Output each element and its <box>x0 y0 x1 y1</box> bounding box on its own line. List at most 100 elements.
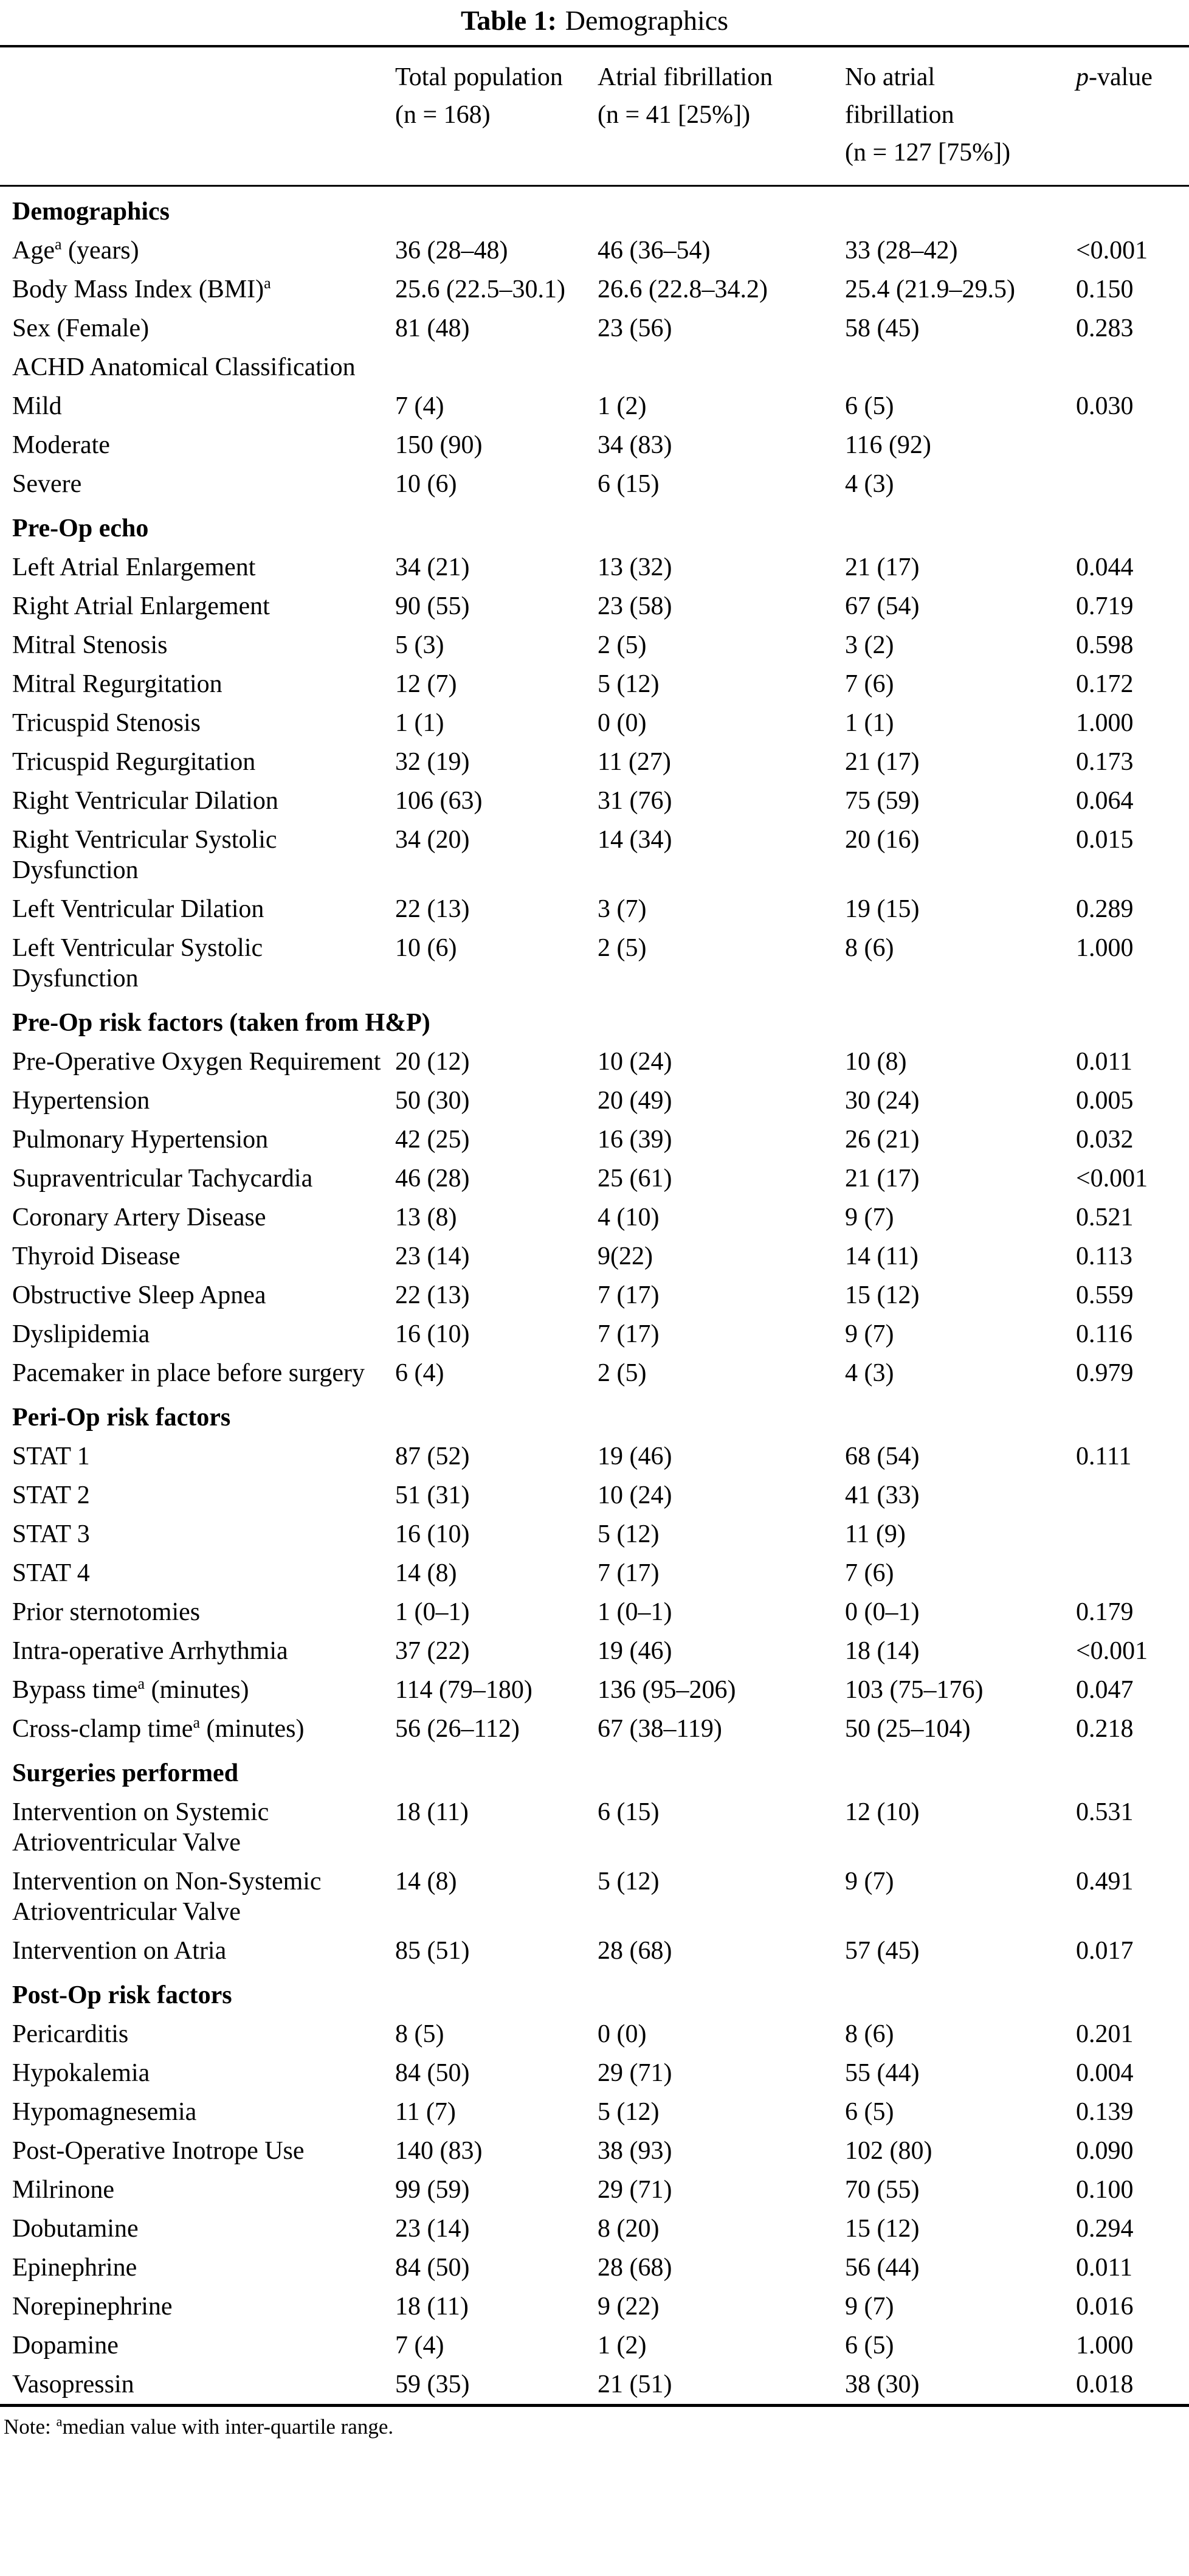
row-label: Mitral Regurgitation <box>0 665 395 704</box>
cell-value: 7 (4) <box>395 2332 444 2360</box>
table-row: Hypertension 50 (30) 20 (49) 30 (24) 0.005 <box>0 1081 1189 1120</box>
cell-value: 0.179 <box>1076 1598 1134 1626</box>
p-value-italic: p <box>1076 63 1089 91</box>
row-label: Epinephrine <box>0 2248 395 2287</box>
row-label-text: Vasopressin <box>12 2370 134 2398</box>
row-label-text: Mitral Stenosis <box>12 631 168 659</box>
cell-value: 0.047 <box>1076 1676 1134 1704</box>
cell-value: 1 (1) <box>395 709 444 737</box>
table-row: Bypass timea (minutes) 114 (79–180) 136 (9… <box>0 1671 1189 1709</box>
row-label-text: STAT 3 <box>12 1520 90 1548</box>
row-label-text: Prior sternotomies <box>12 1598 201 1626</box>
cell-value: 23 (14) <box>395 2215 470 2243</box>
row-label-text: Age <box>12 237 55 265</box>
cell-value: 0 (0) <box>598 2020 647 2048</box>
cell-value: 0.100 <box>1076 2176 1134 2204</box>
cell-value: 32 (19) <box>395 748 470 776</box>
cell-value: 140 (83) <box>395 2137 483 2165</box>
cell-value: 0.032 <box>1076 1126 1134 1154</box>
row-label-text: Right Ventricular Dilation <box>12 787 278 815</box>
row-label: Mitral Stenosis <box>0 626 395 665</box>
cell-value: 70 (55) <box>845 2176 920 2204</box>
cell-value: 0.201 <box>1076 2020 1134 2048</box>
cell-value: 9 (7) <box>845 1868 894 1896</box>
table-row: Mild 7 (4) 1 (2) 6 (5) 0.030 <box>0 387 1189 426</box>
cell-value: 14 (8) <box>395 1868 457 1896</box>
table-title-text: Demographics <box>565 5 729 36</box>
cell-value: 38 (93) <box>598 2137 672 2165</box>
cell-value: 10 (24) <box>598 1048 672 1076</box>
cell-value: 150 (90) <box>395 431 483 459</box>
row-label: Milrinone <box>0 2170 395 2209</box>
cell-value: 84 (50) <box>395 2254 470 2282</box>
cell-value: 0.598 <box>1076 631 1134 659</box>
cell-value: 57 (45) <box>845 1937 920 1965</box>
row-label-text: Obstructive Sleep Apnea <box>12 1281 266 1309</box>
cell-value <box>1076 1476 1189 1515</box>
cell-value: 20 (16) <box>845 826 920 854</box>
row-label: Supraventricular Tachycardia <box>0 1159 395 1198</box>
cell-value: 21 (17) <box>845 553 920 581</box>
row-label: Moderate <box>0 426 395 465</box>
table-row: STAT 4 14 (8) 7 (17) 7 (6) <box>0 1554 1189 1593</box>
footnote-label: Note: <box>4 2415 57 2439</box>
cell-value: 0.015 <box>1076 826 1134 854</box>
cell-value: 19 (15) <box>845 895 920 923</box>
cell-value: 3 (7) <box>598 895 647 923</box>
cell-value: 29 (71) <box>598 2059 672 2087</box>
cell-value: 0.218 <box>1076 1715 1134 1743</box>
row-label-text: Tricuspid Regurgitation <box>12 748 256 776</box>
table-footnote: Note: amedian value with inter-quartile … <box>4 2413 1189 2441</box>
row-label: Sex (Female) <box>0 309 395 348</box>
table-row: Left Ventricular Systolic Dysfunction 10 … <box>0 929 1189 998</box>
cell-value: 81 (48) <box>395 314 470 342</box>
table-row: Milrinone 99 (59) 29 (71) 70 (55) 0.100 <box>0 2170 1189 2209</box>
cell-value: 21 (17) <box>845 1165 920 1193</box>
row-label: Dopamine <box>0 2326 395 2365</box>
row-label: STAT 2 <box>0 1476 395 1515</box>
row-label-text: STAT 4 <box>12 1559 90 1587</box>
section-row: Peri-Op risk factors <box>0 1393 1189 1437</box>
row-label: Hypokalemia <box>0 2054 395 2093</box>
row-label-text: Right Ventricular Systolic Dysfunction <box>12 826 277 884</box>
row-label: Pre-Operative Oxygen Requirement <box>0 1042 395 1081</box>
cell-value: 22 (13) <box>395 1281 470 1309</box>
cell-value: 5 (3) <box>395 631 444 659</box>
cell-value: 1 (2) <box>598 2332 647 2360</box>
table-row: Supraventricular Tachycardia 46 (28) 25 (6… <box>0 1159 1189 1198</box>
cell-value: 8 (5) <box>395 2020 444 2048</box>
row-label-text: Pacemaker in place before surgery <box>12 1359 365 1387</box>
row-label-text: Hypokalemia <box>12 2059 150 2087</box>
row-label-text: Milrinone <box>12 2176 114 2204</box>
section-header: Pre-Op risk factors (taken from H&P) <box>12 1009 430 1037</box>
cell-value: 0.531 <box>1076 1798 1134 1826</box>
row-label: Right Ventricular Dilation <box>0 781 395 820</box>
row-label: Norepinephrine <box>0 2287 395 2326</box>
cell-value: 56 (44) <box>845 2254 920 2282</box>
row-label-text: Moderate <box>12 431 110 459</box>
cell-value: 26.6 (22.8–34.2) <box>598 275 768 303</box>
row-label-text: Post-Operative Inotrope Use <box>12 2137 305 2165</box>
cell-value <box>1076 465 1189 504</box>
cell-value: 6 (15) <box>598 1798 660 1826</box>
cell-value: 0.017 <box>1076 1937 1134 1965</box>
cell-value: 0.005 <box>1076 1087 1134 1115</box>
table-row: Coronary Artery Disease 13 (8) 4 (10) 9 (7)… <box>0 1198 1189 1237</box>
cell-value: 31 (76) <box>598 787 672 815</box>
cell-value: 0.116 <box>1076 1320 1132 1348</box>
cell-value: <0.001 <box>1076 1165 1148 1193</box>
table-row: Intra-operative Arrhythmia 37 (22) 19 (46)… <box>0 1632 1189 1671</box>
section-header: Demographics <box>12 198 170 226</box>
cell-value: 5 (12) <box>598 670 660 698</box>
cell-value: 34 (21) <box>395 553 470 581</box>
cell-value: 14 (8) <box>395 1559 457 1587</box>
cell-value: 8 (6) <box>845 934 894 962</box>
cell-value: 0.113 <box>1076 1242 1132 1270</box>
table-row: Norepinephrine 18 (11) 9 (22) 9 (7) 0.016 <box>0 2287 1189 2326</box>
cell-value: 58 (45) <box>845 314 920 342</box>
row-label: Obstructive Sleep Apnea <box>0 1276 395 1315</box>
row-label-text: Tricuspid Stenosis <box>12 709 201 737</box>
table-row: Moderate 150 (90) 34 (83) 116 (92) <box>0 426 1189 465</box>
cell-value: 23 (56) <box>598 314 672 342</box>
cell-value: 0.044 <box>1076 553 1134 581</box>
